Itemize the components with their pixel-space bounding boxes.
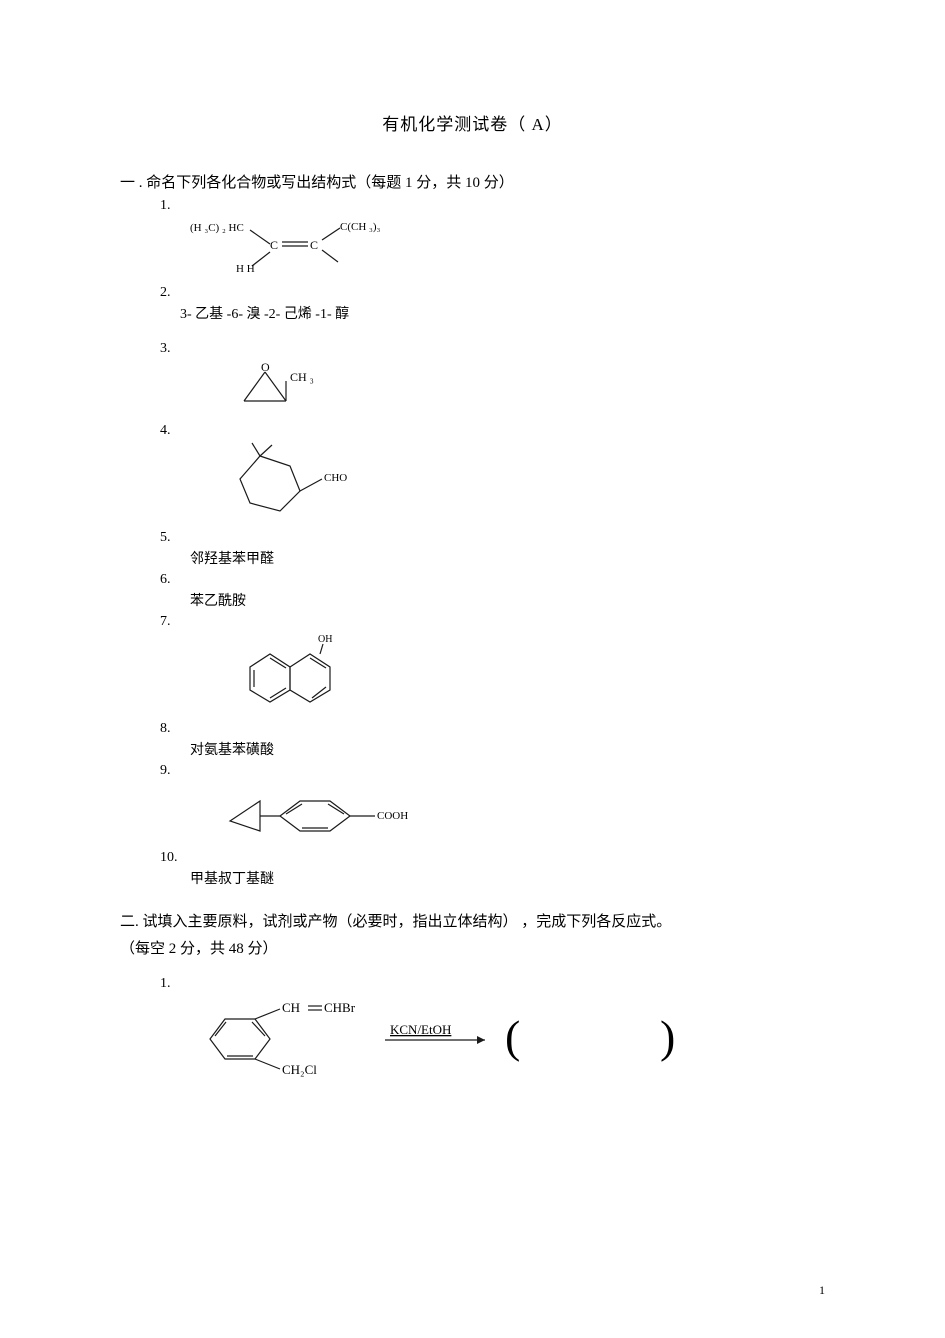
q5-number: 5. [160,530,825,546]
q1-right-label: C(CH ₃)₃ [340,221,381,233]
s2q1-bottom-sub: CH₂Cl [282,1062,317,1077]
q4-CHO-label: CHO [324,472,347,484]
svg-text:CH: CH [282,1000,300,1015]
page-number: 1 [819,1283,825,1298]
q10-text: 甲基叔丁基醚 [190,868,825,888]
s2q1-reagent: KCN/EtOH [390,1022,451,1037]
q1-number: 1. [160,198,825,214]
q9-COOH-label: COOH [377,810,408,822]
q6-text: 苯乙酰胺 [190,590,825,610]
q7-structure: OH [220,632,825,717]
q1-left-bottom-label: H H [236,263,255,275]
q7-OH-label: OH [318,634,332,645]
q1-structure: (H ₃C) ₂ HC C C H H C(CH ₃)₃ [190,216,825,281]
s2q1-lparen: ( [505,1011,520,1062]
q6-number: 6. [160,572,825,588]
section2-heading-l1: 二. 试填入主要原料，试剂或产物（必要时，指出立体结构） ，完成下列各反应式。 [120,910,825,931]
svg-text:CHBr: CHBr [324,1000,356,1015]
q7-number: 7. [160,614,825,630]
q5-text: 邻羟基苯甲醛 [190,548,825,568]
q4-structure: CHO [210,441,825,526]
q2-text: 3- 乙基 -6- 溴 -2- 己烯 -1- 醇 [180,303,825,323]
q1-left-top-label: (H ₃C) ₂ HC [190,222,244,234]
q3-CH3-label: CH ₃ [290,370,314,384]
q2-number: 2. [160,285,825,301]
page-container: 有机化学测试卷（ A） 一 . 命名下列各化合物或写出结构式（每题 1 分，共 … [0,0,945,1129]
q3-number: 3. [160,341,825,357]
svg-text:C: C [270,238,278,252]
q8-text: 对氨基苯磺酸 [190,739,825,759]
q9-number: 9. [160,763,825,779]
svg-text:C: C [310,238,318,252]
q4-number: 4. [160,423,825,439]
q9-structure: COOH [220,781,825,846]
section1-heading: 一 . 命名下列各化合物或写出结构式（每题 1 分，共 10 分） [120,171,825,192]
s2q1-rparen: ) [660,1011,675,1062]
q10-number: 10. [160,850,825,866]
q3-structure: O CH ₃ [230,359,825,419]
section2-heading-l2: （每空 2 分，共 48 分） [120,937,825,958]
s2-q1-number: 1. [160,976,825,992]
exam-title: 有机化学测试卷（ A） [120,110,825,135]
s2-q1-reaction: CH CHBr CH₂Cl KCN/EtOH ( ) [190,994,825,1089]
q8-number: 8. [160,721,825,737]
